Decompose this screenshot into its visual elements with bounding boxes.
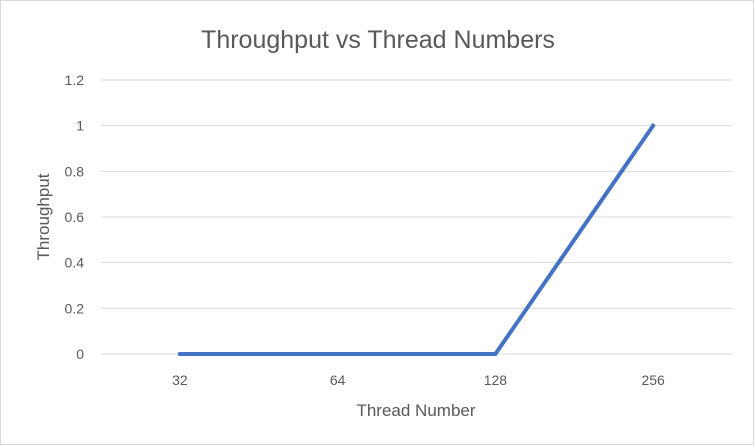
x-tick-labels: 32 64 128 256 [172, 372, 665, 388]
y-gridlines [101, 79, 732, 355]
x-tick-label: 128 [484, 372, 508, 388]
data-point [493, 352, 498, 356]
data-point [651, 123, 656, 128]
data-point [177, 352, 182, 356]
y-tick-label: 0.2 [65, 300, 85, 316]
y-tick-label: 1 [76, 118, 84, 134]
x-axis-title: Thread Number [356, 401, 475, 420]
x-tick-label: 64 [330, 372, 346, 388]
x-tick-label: 32 [172, 372, 188, 388]
x-tick-label: 256 [641, 372, 665, 388]
y-tick-label: 0.4 [65, 255, 85, 271]
y-tick-label: 0.6 [65, 209, 85, 225]
y-axis-title: Throughput [34, 173, 53, 260]
y-tick-labels: 0 0.2 0.4 0.6 0.8 1 1.2 [65, 72, 85, 362]
data-series [177, 123, 656, 356]
series-line [177, 123, 656, 356]
y-tick-label: 0 [76, 346, 84, 362]
data-point [335, 352, 340, 356]
chart-title: Throughput vs Thread Numbers [201, 26, 555, 54]
y-tick-label: 1.2 [65, 72, 85, 88]
y-tick-label: 0.8 [65, 163, 85, 179]
